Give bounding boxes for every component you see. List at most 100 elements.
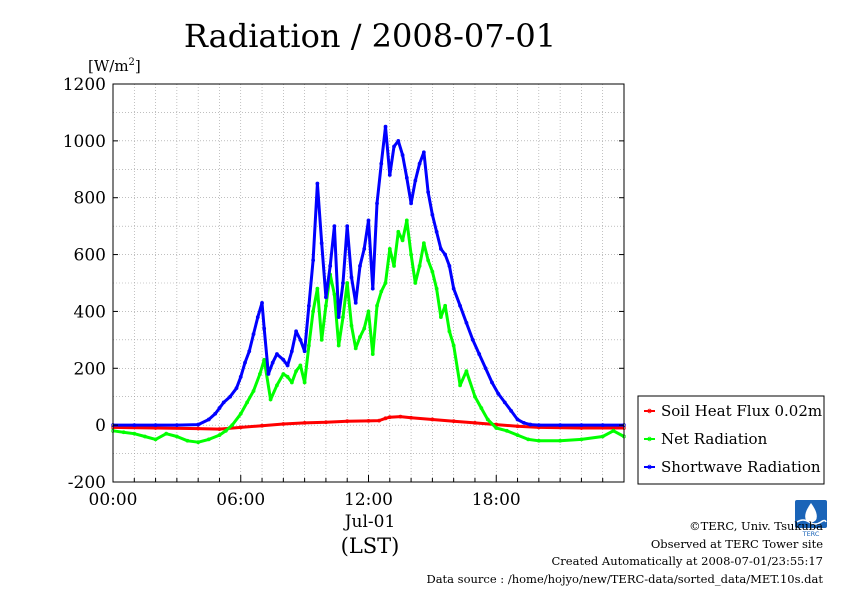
data-point	[522, 420, 526, 425]
y-tick-label: 1000	[63, 132, 106, 152]
y-axis-ticks: 1200 1000 800 600 400 200 0 -200	[63, 75, 624, 493]
data-point	[470, 337, 475, 342]
data-point	[306, 303, 311, 308]
data-point	[473, 420, 477, 425]
y-tick-label: -200	[68, 473, 106, 493]
data-point	[417, 264, 422, 268]
data-point	[324, 303, 328, 308]
data-point	[315, 286, 320, 291]
data-point	[217, 433, 222, 437]
data-point	[185, 438, 190, 443]
x-tick-label: 06:00	[216, 490, 265, 510]
data-point	[579, 423, 584, 428]
data-point	[221, 400, 226, 405]
data-point	[238, 411, 243, 416]
data-point	[324, 420, 328, 425]
data-point	[464, 369, 469, 374]
data-point	[349, 323, 354, 328]
data-point	[362, 246, 367, 251]
data-point	[430, 212, 435, 217]
data-point	[206, 437, 211, 442]
data-point	[458, 303, 462, 308]
data-point	[143, 434, 147, 439]
data-point	[383, 124, 388, 129]
data-point	[600, 434, 605, 439]
data-point	[230, 423, 235, 428]
data-point	[404, 175, 409, 180]
y-tick-label: 800	[74, 189, 106, 209]
data-point	[400, 153, 405, 157]
data-point	[243, 360, 247, 365]
data-point	[430, 417, 435, 422]
data-point	[298, 337, 303, 342]
data-point	[502, 400, 507, 405]
data-point	[434, 286, 439, 291]
data-point	[515, 424, 520, 429]
y-unit-close: ]	[135, 57, 141, 75]
data-point	[336, 315, 341, 320]
data-point	[536, 438, 541, 443]
terc-logo: TERC	[795, 500, 827, 538]
data-point	[366, 309, 371, 314]
data-point	[413, 281, 418, 285]
y-tick-label: 200	[74, 359, 106, 379]
data-point	[515, 417, 520, 422]
data-point	[153, 423, 158, 428]
data-point	[345, 224, 350, 229]
legend-label: Soil Heat Flux 0.02m	[661, 402, 822, 420]
data-point	[443, 303, 448, 308]
data-point	[383, 281, 388, 285]
data-point	[483, 366, 488, 371]
data-point	[298, 363, 303, 368]
data-point	[285, 363, 290, 368]
data-point	[121, 430, 126, 435]
series-line-0	[112, 415, 624, 431]
y-unit-superscript: 2	[129, 57, 135, 68]
data-point	[196, 440, 201, 445]
x-axis-ticks: 00:00 06:00 12:00 18:00	[89, 475, 625, 510]
data-point	[434, 229, 439, 234]
data-point	[417, 161, 422, 166]
footer-source: Data source : /home/hojyo/new/TERC-data/…	[426, 572, 823, 586]
data-point	[438, 315, 443, 320]
data-point	[332, 292, 337, 297]
data-point	[383, 416, 388, 421]
data-point	[258, 372, 262, 376]
data-point	[426, 190, 431, 194]
x-tick-label: 00:00	[89, 490, 138, 510]
footer-copyright: ©TERC, Univ. Tsukuba	[689, 519, 823, 533]
data-point	[464, 320, 469, 325]
data-point	[302, 420, 307, 425]
data-point	[370, 286, 375, 291]
data-point	[238, 374, 243, 379]
data-point	[504, 428, 509, 433]
data-point	[353, 300, 358, 305]
data-point	[409, 252, 413, 257]
data-point	[223, 428, 228, 433]
data-point	[174, 434, 179, 439]
data-point	[490, 380, 494, 385]
data-point	[409, 201, 413, 206]
data-point	[496, 391, 501, 396]
data-point	[409, 415, 413, 420]
data-point	[375, 303, 379, 308]
legend-marker	[647, 464, 652, 470]
data-point	[302, 380, 307, 385]
data-point	[400, 238, 405, 243]
data-point	[421, 150, 426, 155]
data-point	[153, 437, 158, 442]
legend-marker	[647, 408, 652, 414]
data-point	[196, 426, 201, 431]
data-point	[234, 386, 239, 391]
data-point	[366, 218, 371, 223]
data-point	[285, 374, 290, 379]
chart-title: Radiation / 2008-07-01	[184, 17, 556, 55]
data-point	[430, 269, 435, 274]
data-point	[447, 329, 452, 334]
data-point	[392, 264, 396, 268]
y-tick-label: 1200	[63, 75, 106, 95]
data-point	[132, 431, 137, 436]
data-point	[341, 315, 345, 320]
data-point	[262, 326, 267, 331]
wave-icon	[796, 519, 827, 525]
